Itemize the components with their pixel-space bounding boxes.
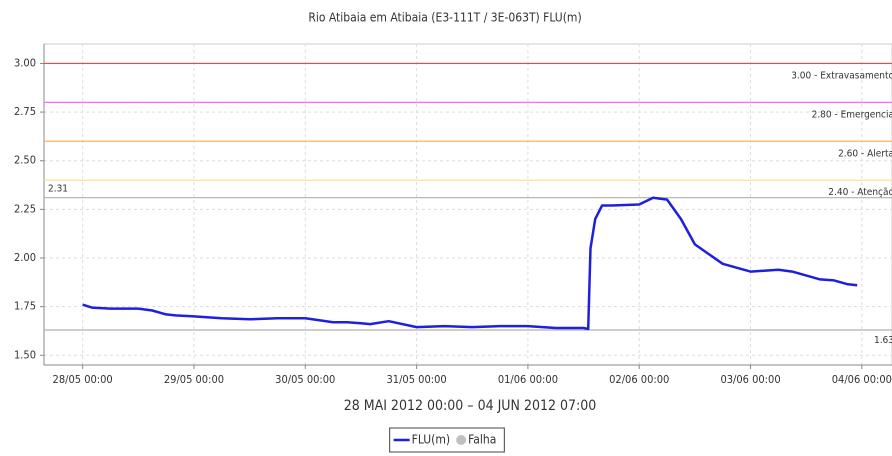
plot-area [43,43,892,366]
x-tick-label: 30/05 00:00 [275,373,335,386]
x-tick-label: 02/06 00:00 [609,373,669,386]
x-tick-label: 31/05 00:00 [387,373,447,386]
legend-symbol [456,435,467,445]
legend-label: FLU(m) [412,433,450,447]
x-axis-label: 28 MAI 2012 00:00 – 04 JUN 2012 07:00 [344,398,597,414]
threshold-label: 1.63 [874,335,892,346]
x-tick-label: 28/05 00:00 [53,373,113,386]
x-tick-label: 29/05 00:00 [164,373,224,386]
y-tick-label: 3.00 [14,56,36,69]
x-tick-label: 03/06 00:00 [720,373,780,386]
y-tick-label: 2.50 [14,154,36,167]
y-tick-label: 1.75 [14,300,36,313]
x-tick-label: 01/06 00:00 [498,373,558,386]
x-tick-label: 04/06 00:00 [832,373,892,386]
series-line [82,196,858,331]
threshold-label: 2.60 - Alerta [838,148,892,159]
legend-label: Falha [468,433,496,447]
chart-title: Rio Atibaia em Atibaia (E3-111T / 3E-063… [308,11,581,25]
threshold-label: 2.80 - Emergencia [812,109,892,120]
y-tick-label: 2.25 [14,202,36,215]
y-tick-label: 1.50 [14,348,36,361]
y-tick-label: 2.75 [14,105,36,118]
threshold-label: 3.00 - Extravasamento [791,70,892,81]
threshold-label: 2.31 [48,184,68,195]
threshold-label: 2.40 - Atenção [828,187,892,198]
y-tick-label: 2.00 [14,251,36,264]
